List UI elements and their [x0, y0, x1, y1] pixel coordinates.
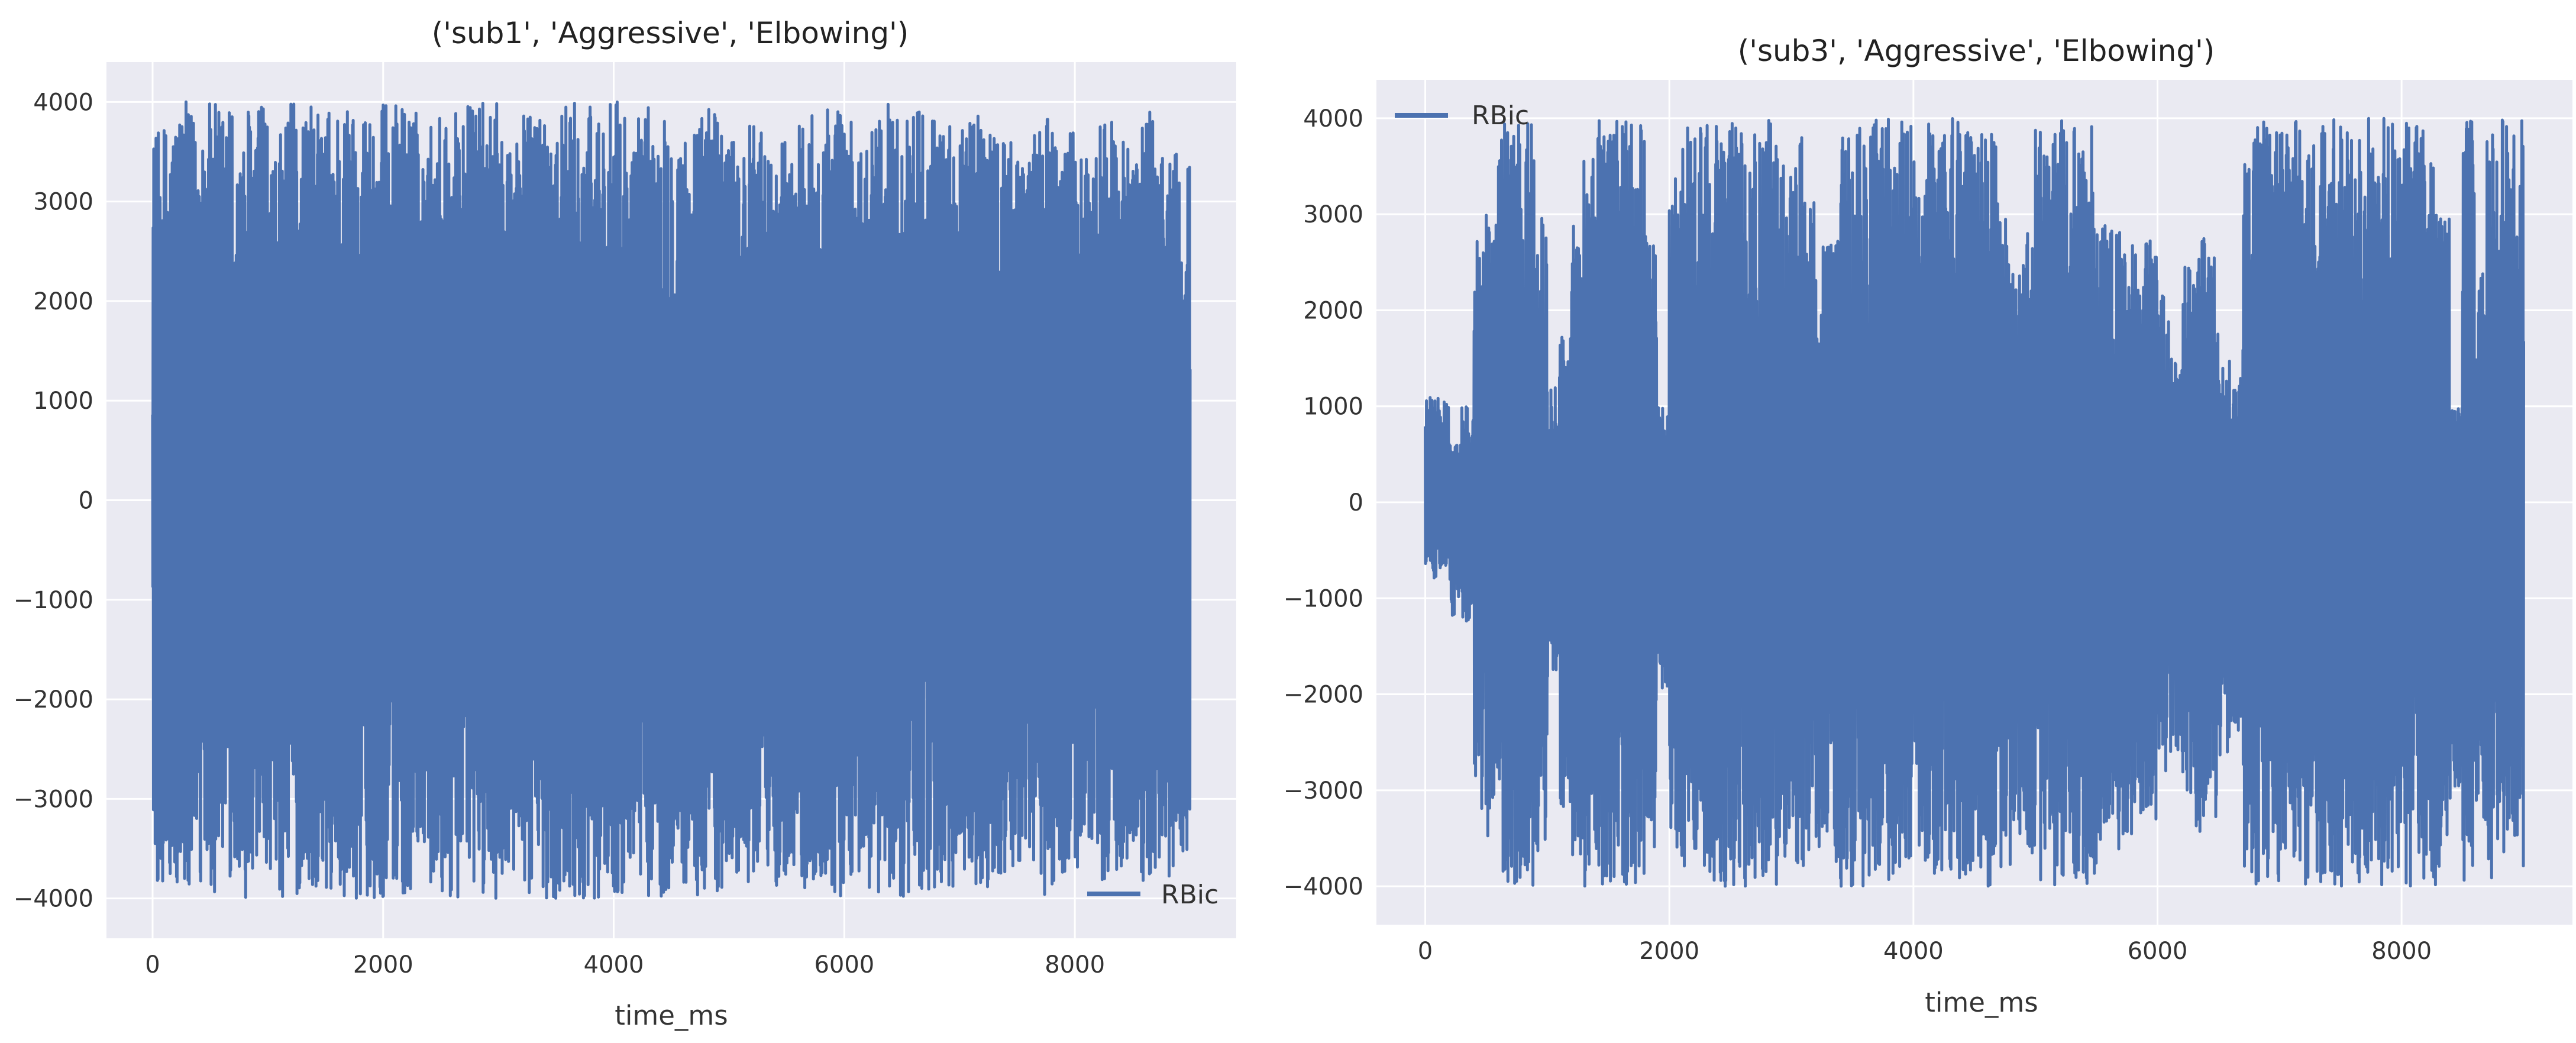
y-tick-label: 1000: [1303, 393, 1363, 421]
subplot-1-legend-label: RBic: [1161, 880, 1218, 910]
x-tick-label: 8000: [1045, 951, 1105, 979]
series-line-rbic: [1424, 117, 2525, 888]
x-tick-label: 0: [1418, 938, 1433, 965]
y-tick-label: −3000: [14, 786, 93, 813]
subplot-1-legend: RBic: [1087, 880, 1218, 910]
y-tick-label: 4000: [1303, 105, 1363, 133]
y-tick-label: −1000: [1284, 585, 1363, 612]
x-tick-label: 6000: [2128, 938, 2188, 965]
y-tick-label: −1000: [14, 587, 93, 614]
y-tick-label: 0: [1349, 489, 1363, 516]
subplot-1-x-ticks: 0 2000 4000 6000 8000: [145, 951, 1105, 979]
x-tick-label: 2000: [353, 951, 413, 979]
series-line-rbic: [151, 100, 1192, 900]
x-tick-label: 6000: [814, 951, 874, 979]
subplot-2-series: [1424, 117, 2525, 888]
y-tick-label: 3000: [1303, 201, 1363, 228]
subplot-1-series: [151, 100, 1192, 900]
y-tick-label: −4000: [1284, 873, 1363, 900]
y-tick-label: −4000: [14, 886, 93, 913]
x-tick-label: 4000: [584, 951, 644, 979]
y-tick-label: 3000: [33, 189, 93, 216]
subplot-2-title: ('sub3', 'Aggressive', 'Elbowing'): [1738, 34, 2215, 68]
subplot-1-title: ('sub1', 'Aggressive', 'Elbowing'): [432, 16, 909, 50]
subplot-1: ('sub1', 'Aggressive', 'Elbowing') −4000…: [14, 16, 1236, 1031]
y-tick-label: 1000: [33, 388, 93, 415]
subplot-2-x-ticks: 0 2000 4000 6000 8000: [1418, 938, 2432, 965]
subplot-2-legend: RBic: [1395, 101, 1529, 131]
subplot-2: ('sub3', 'Aggressive', 'Elbowing') −4000…: [1284, 34, 2572, 1018]
subplot-2-y-ticks: −4000 −3000 −2000 −1000 0 1000 2000 3000 4000: [1284, 105, 1363, 900]
x-tick-label: 0: [145, 951, 160, 979]
y-tick-label: 2000: [1303, 297, 1363, 324]
subplot-1-x-axis-label: time_ms: [615, 1000, 728, 1031]
y-tick-label: −3000: [1284, 777, 1363, 805]
subplot-1-y-ticks: −4000 −3000 −2000 −1000 0 1000 2000 3000 4000: [14, 89, 93, 912]
y-tick-label: 4000: [33, 89, 93, 116]
y-tick-label: 2000: [33, 288, 93, 315]
x-tick-label: 2000: [1639, 938, 1699, 965]
y-tick-label: −2000: [14, 686, 93, 713]
y-tick-label: −2000: [1284, 682, 1363, 709]
subplot-2-x-axis-label: time_ms: [1925, 987, 2038, 1018]
subplot-2-legend-label: RBic: [1472, 101, 1529, 131]
x-tick-label: 4000: [1883, 938, 1944, 965]
x-tick-label: 8000: [2371, 938, 2432, 965]
y-tick-label: 0: [79, 487, 93, 515]
